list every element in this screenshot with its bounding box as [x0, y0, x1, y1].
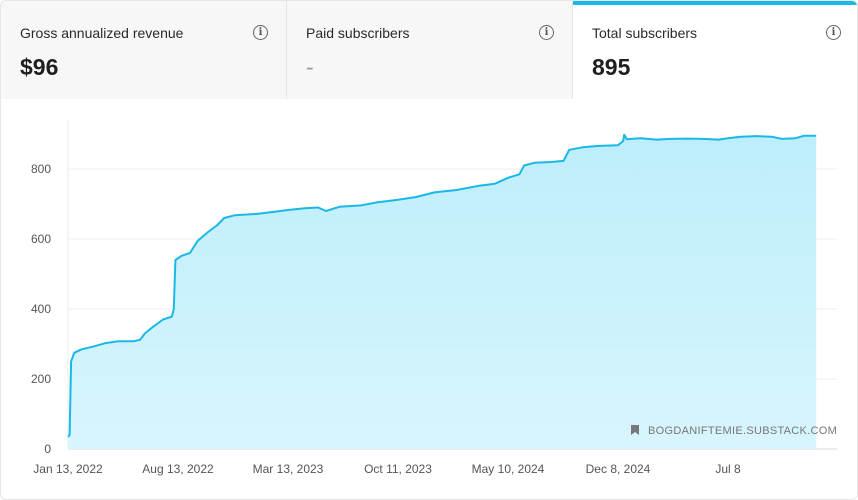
y-tick-label: 400: [31, 302, 51, 316]
info-icon[interactable]: i: [826, 25, 841, 40]
y-tick-label: 200: [31, 372, 51, 386]
y-tick-label: 600: [31, 232, 51, 246]
x-tick-label: Jan 13, 2022: [33, 462, 103, 476]
info-icon[interactable]: i: [539, 25, 554, 40]
tab-paid-subscribers[interactable]: Paid subscribers - i: [287, 1, 573, 99]
x-tick-label: Jul 8: [715, 462, 741, 476]
bookmark-icon: [631, 425, 639, 435]
metric-tabs: Gross annualized revenue $96 i Paid subs…: [1, 1, 857, 99]
chart-svg: 0 200 400 600 800 Jan 13, 2022 Aug 13, 2022 Ma…: [31, 120, 837, 476]
info-icon[interactable]: i: [253, 25, 268, 40]
tab-value: -: [306, 54, 314, 80]
tab-value: 895: [592, 54, 631, 80]
x-tick-label: Mar 13, 2023: [253, 462, 324, 476]
tab-label: Paid subscribers: [306, 25, 410, 41]
x-tick-label: May 10, 2024: [472, 462, 545, 476]
x-tick-label: Dec 8, 2024: [586, 462, 651, 476]
tab-total-subscribers[interactable]: Total subscribers 895 i: [573, 1, 857, 99]
subscribers-chart: 0 200 400 600 800 Jan 13, 2022 Aug 13, 2022 Ma…: [1, 100, 857, 499]
y-tick-label: 800: [31, 162, 51, 176]
series-line[interactable]: [67, 133, 817, 438]
y-tick-label: 0: [44, 442, 51, 456]
series-area: [68, 134, 817, 449]
x-tick-label: Aug 13, 2022: [142, 462, 214, 476]
tab-value: $96: [20, 54, 59, 80]
tab-label: Total subscribers: [592, 25, 698, 41]
tab-gross-annualized-revenue[interactable]: Gross annualized revenue $96 i: [1, 1, 287, 99]
watermark-text: BOGDANIFTEMIE.SUBSTACK.COM: [648, 425, 837, 437]
tab-label: Gross annualized revenue: [20, 25, 184, 41]
x-tick-label: Oct 11, 2023: [364, 462, 432, 476]
watermark: BOGDANIFTEMIE.SUBSTACK.COM: [631, 425, 837, 437]
